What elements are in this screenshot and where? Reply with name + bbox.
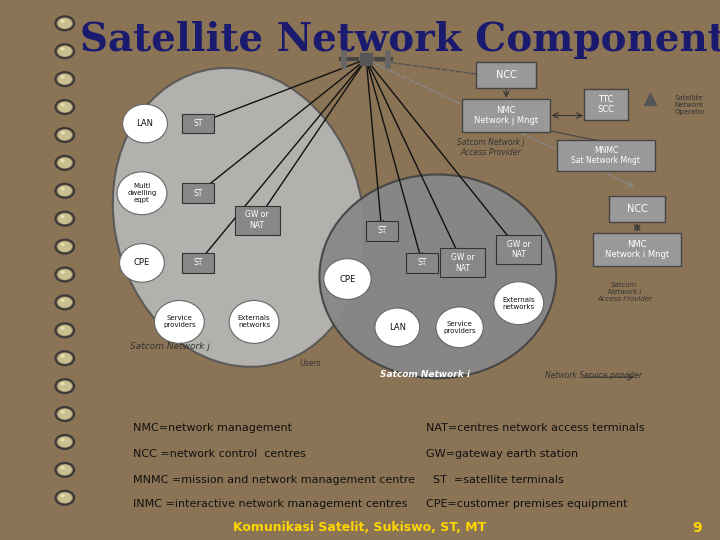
FancyBboxPatch shape	[584, 89, 628, 120]
Circle shape	[375, 308, 420, 347]
FancyBboxPatch shape	[462, 99, 550, 132]
Text: ST: ST	[194, 259, 203, 267]
Text: Satellite Network Components: Satellite Network Components	[80, 21, 720, 59]
FancyBboxPatch shape	[235, 206, 279, 234]
Circle shape	[122, 104, 168, 143]
FancyBboxPatch shape	[608, 197, 665, 222]
Circle shape	[117, 172, 167, 215]
Text: MNMC
Sat Network Mngt: MNMC Sat Network Mngt	[572, 146, 641, 165]
Text: NCC =network control  centres: NCC =network control centres	[133, 449, 306, 459]
FancyBboxPatch shape	[441, 248, 485, 278]
Text: NMC
Network j Mngt: NMC Network j Mngt	[474, 106, 539, 125]
Text: ST: ST	[377, 226, 387, 235]
Circle shape	[154, 300, 204, 343]
Text: CPE=customer premises equipment: CPE=customer premises equipment	[426, 499, 628, 509]
Text: GW or
NAT: GW or NAT	[246, 211, 269, 229]
Text: MNMC =mission and network management centre: MNMC =mission and network management cen…	[133, 475, 415, 485]
Circle shape	[229, 300, 279, 343]
Text: INMC =interactive network management centres: INMC =interactive network management cen…	[133, 499, 408, 509]
Text: Komunikasi Satelit, Sukiswo, ST, MT: Komunikasi Satelit, Sukiswo, ST, MT	[233, 521, 487, 535]
Text: ST: ST	[194, 119, 203, 128]
Text: LAN: LAN	[389, 323, 406, 332]
FancyBboxPatch shape	[182, 184, 215, 203]
Text: NAT=centres network access terminals: NAT=centres network access terminals	[426, 423, 644, 433]
Text: GW=gateway earth station: GW=gateway earth station	[426, 449, 578, 459]
Text: Service
providers: Service providers	[444, 321, 476, 334]
Circle shape	[324, 259, 371, 299]
Text: GW or
NAT: GW or NAT	[507, 240, 531, 259]
Circle shape	[120, 244, 164, 282]
FancyBboxPatch shape	[182, 113, 215, 133]
Ellipse shape	[320, 174, 556, 378]
Circle shape	[494, 282, 544, 325]
Text: Satcom Network i: Satcom Network i	[380, 370, 470, 379]
FancyBboxPatch shape	[593, 233, 681, 266]
Text: Service
providers: Service providers	[163, 315, 196, 328]
FancyBboxPatch shape	[182, 253, 215, 273]
Text: Network Service provider: Network Service provider	[545, 371, 642, 380]
Text: NMC
Network i Mngt: NMC Network i Mngt	[605, 240, 669, 259]
Text: 9: 9	[693, 521, 702, 535]
Text: CPE: CPE	[134, 259, 150, 267]
Text: TTC
SCC: TTC SCC	[598, 95, 614, 114]
Text: NCC: NCC	[626, 204, 647, 214]
FancyBboxPatch shape	[406, 253, 438, 273]
Text: Multi
dwelling
eqpt: Multi dwelling eqpt	[127, 183, 156, 203]
Text: Satcom Network j: Satcom Network j	[130, 342, 210, 351]
Text: CPE: CPE	[339, 274, 356, 284]
FancyBboxPatch shape	[557, 140, 654, 171]
Text: NMC=network management: NMC=network management	[133, 423, 292, 433]
Circle shape	[436, 307, 483, 348]
Ellipse shape	[113, 68, 364, 367]
Text: Satcom
Network i
Access i'rovider: Satcom Network i Access i'rovider	[597, 282, 652, 302]
Text: Satellite
Network
Operator: Satellite Network Operator	[675, 95, 706, 115]
Text: Satcom Network j
Access Provider: Satcom Network j Access Provider	[457, 138, 524, 157]
Text: Externals
networks: Externals networks	[503, 296, 535, 309]
Text: ST: ST	[418, 259, 427, 267]
Text: Users: Users	[300, 360, 321, 368]
FancyBboxPatch shape	[496, 235, 541, 264]
Text: NCC: NCC	[496, 70, 517, 80]
FancyBboxPatch shape	[477, 63, 536, 88]
FancyBboxPatch shape	[366, 221, 398, 241]
Text: ST: ST	[194, 189, 203, 198]
Text: LAN: LAN	[137, 119, 153, 128]
Text: Externals
networks: Externals networks	[238, 315, 271, 328]
Text: GW or
NAT: GW or NAT	[451, 253, 474, 273]
Text: ST  =satellite terminals: ST =satellite terminals	[426, 475, 564, 485]
